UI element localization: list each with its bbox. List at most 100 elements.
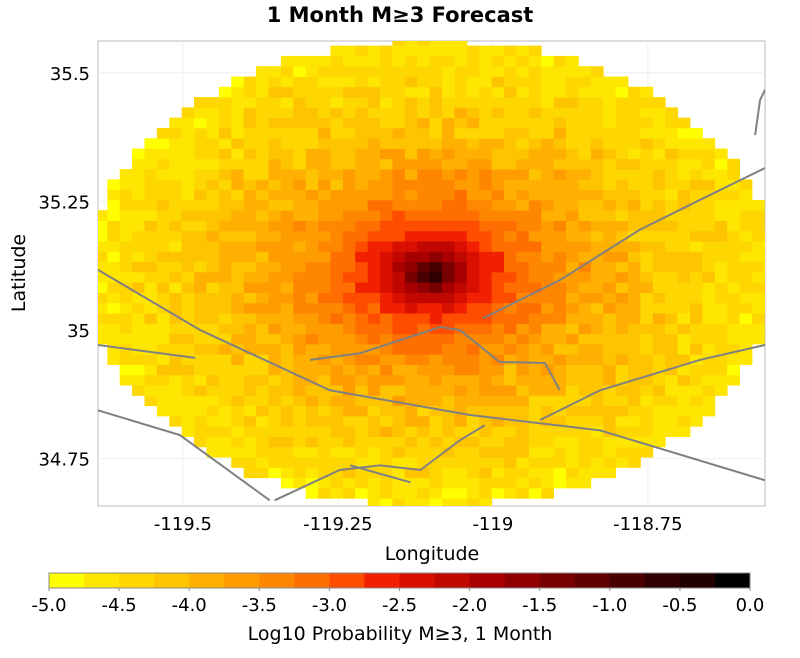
heatmap-cell xyxy=(280,86,294,98)
heatmap-cell xyxy=(553,107,567,119)
heatmap-cell xyxy=(243,107,257,119)
heatmap-cell xyxy=(516,487,530,499)
heatmap-cell xyxy=(528,107,542,119)
heatmap-cell xyxy=(491,261,505,273)
heatmap-cell xyxy=(714,220,728,232)
heatmap-cell xyxy=(231,86,245,98)
heatmap-cell xyxy=(305,343,319,355)
heatmap-cell xyxy=(355,158,369,170)
heatmap-cell xyxy=(504,220,517,232)
heatmap-cell xyxy=(231,169,245,180)
heatmap-cell xyxy=(107,210,121,221)
heatmap-cell xyxy=(305,220,319,232)
heatmap-cell xyxy=(689,343,703,355)
heatmap-cell xyxy=(466,261,480,273)
heatmap-cell xyxy=(566,261,579,273)
heatmap-cell xyxy=(280,220,294,232)
heatmap-cell xyxy=(342,405,356,417)
heatmap-cell xyxy=(541,415,555,427)
heatmap-cell xyxy=(330,241,344,252)
heatmap-cell xyxy=(330,199,344,211)
heatmap-cell xyxy=(280,333,294,345)
heatmap-cell xyxy=(342,487,356,499)
heatmap-cell xyxy=(504,199,517,211)
heatmap-cell xyxy=(380,436,393,448)
heatmap-cell xyxy=(280,302,294,314)
heatmap-cell xyxy=(218,107,232,119)
heatmap-cell xyxy=(206,446,220,458)
heatmap-cell xyxy=(541,446,555,458)
heatmap-cell xyxy=(714,230,728,242)
heatmap-cell xyxy=(404,148,418,160)
heatmap-cell xyxy=(578,210,592,221)
heatmap-cell xyxy=(206,241,220,252)
heatmap-cell xyxy=(714,323,728,335)
heatmap-cell xyxy=(566,189,579,201)
heatmap-cell xyxy=(528,415,542,427)
heatmap-cell xyxy=(528,251,542,263)
heatmap-cell xyxy=(528,313,542,324)
heatmap-cell xyxy=(231,302,245,314)
heatmap-cell xyxy=(466,199,480,211)
heatmap-cell xyxy=(566,436,579,448)
heatmap-cell xyxy=(454,41,468,47)
heatmap-cell xyxy=(218,241,232,252)
heatmap-cell xyxy=(652,354,666,365)
heatmap-cell xyxy=(367,374,381,386)
heatmap-cell xyxy=(442,55,455,67)
heatmap-cell xyxy=(392,343,406,355)
heatmap-cell xyxy=(330,405,344,417)
heatmap-cell xyxy=(677,343,691,355)
heatmap-cell xyxy=(541,66,555,77)
heatmap-cell xyxy=(442,169,455,180)
heatmap-cell xyxy=(466,302,480,314)
heatmap-cell xyxy=(380,148,393,160)
heatmap-cell xyxy=(714,364,728,376)
heatmap-cell xyxy=(355,45,369,57)
heatmap-cell xyxy=(578,66,592,77)
heatmap-cell xyxy=(578,446,592,458)
heatmap-cell xyxy=(293,282,307,293)
heatmap-cell xyxy=(615,241,629,252)
heatmap-cell xyxy=(442,189,455,201)
heatmap-cell xyxy=(689,210,703,221)
heatmap-cell xyxy=(603,107,617,119)
heatmap-cell xyxy=(156,313,170,324)
heatmap-cell xyxy=(689,271,703,283)
heatmap-cell xyxy=(404,241,418,252)
heatmap-cell xyxy=(516,86,530,98)
heatmap-cell xyxy=(429,487,443,499)
heatmap-cell xyxy=(107,343,121,355)
heatmap-cell xyxy=(144,169,158,180)
heatmap-cell xyxy=(342,415,356,427)
heatmap-cell xyxy=(194,282,207,293)
fault-trace xyxy=(309,325,561,391)
heatmap-cell xyxy=(380,405,393,417)
heatmap-cell xyxy=(566,271,579,283)
heatmap-cell xyxy=(355,343,369,355)
heatmap-cell xyxy=(466,405,480,417)
heatmap-cell xyxy=(206,343,220,355)
heatmap-cell xyxy=(417,498,431,506)
heatmap-cell xyxy=(404,230,418,242)
heatmap-cell xyxy=(640,199,654,211)
heatmap-cell xyxy=(553,97,567,108)
heatmap-cell xyxy=(107,271,121,283)
heatmap-cell xyxy=(218,148,232,160)
heatmap-cell xyxy=(144,374,158,386)
heatmap-cell xyxy=(739,261,753,273)
heatmap-cell xyxy=(553,415,567,427)
heatmap-cell xyxy=(206,364,220,376)
heatmap-cell xyxy=(739,292,753,304)
heatmap-cell xyxy=(628,271,641,283)
heatmap-cell xyxy=(417,41,431,47)
heatmap-cell xyxy=(516,385,530,396)
heatmap-cell xyxy=(169,292,183,304)
heatmap-cell xyxy=(491,189,505,201)
heatmap-cell xyxy=(318,169,331,180)
heatmap-cell xyxy=(578,436,592,448)
heatmap-cell xyxy=(206,302,220,314)
heatmap-cell xyxy=(305,179,319,191)
heatmap-cell xyxy=(479,261,493,273)
heatmap-cell xyxy=(256,189,269,201)
